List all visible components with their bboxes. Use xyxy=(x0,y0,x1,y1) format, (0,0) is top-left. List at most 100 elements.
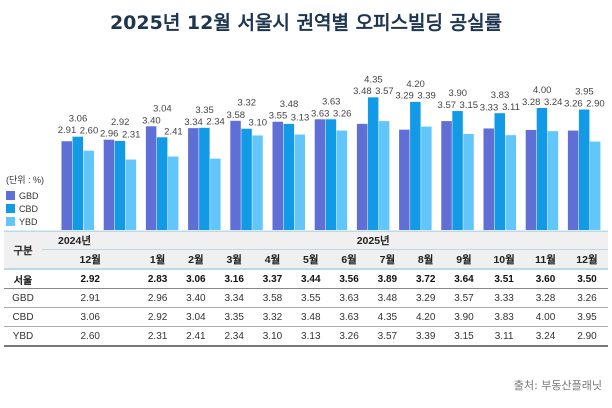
table-cell: 3.32 xyxy=(262,311,283,323)
bar-cbd xyxy=(241,128,252,230)
month-header: 9월 xyxy=(444,249,484,270)
bar-cbd xyxy=(452,111,463,230)
legend-item-cbd: CBD xyxy=(6,202,44,215)
table-cell: 3.50 xyxy=(565,269,608,289)
data-label-cbd: 4.20 xyxy=(406,79,425,90)
table-cell: 3.13 xyxy=(301,330,321,342)
table-cell: 2.83 xyxy=(138,269,177,289)
table-cell: 3.06 xyxy=(176,269,216,289)
legend-label: YBD xyxy=(19,216,38,227)
data-label-ybd: 2.34 xyxy=(206,117,225,128)
row-label: YBD xyxy=(12,330,34,342)
table-cell: 3.51 xyxy=(483,269,526,289)
table-cell: 3.28 xyxy=(535,292,556,304)
bar-ybd xyxy=(378,121,390,230)
bar-ybd xyxy=(294,134,305,230)
bar-gbd xyxy=(356,123,368,230)
table-cell: 3.60 xyxy=(525,269,566,289)
table-cell: 2.92 xyxy=(147,311,168,323)
bar-ybd xyxy=(547,131,559,230)
table-cell: 3.37 xyxy=(253,269,292,289)
bar-chart: 2.913.062.60 2.962.92 2.313.403.04 2.413.34… xyxy=(4,74,608,233)
month-header-row: 12월 1월 2월 3월 4월 5월 6월 7월 8월 9월 10월 11월 12월 xyxy=(4,249,608,270)
table-cell: 2.92 xyxy=(42,269,139,289)
bar-gbd xyxy=(441,121,452,230)
data-label-cbd: 3.35 xyxy=(195,105,214,116)
bar-gbd xyxy=(314,119,326,230)
table-cell: 2.31 xyxy=(147,330,168,342)
bar-ybd xyxy=(167,156,179,230)
data-label-gbd: 3.29 xyxy=(395,91,414,102)
bar-ybd xyxy=(210,158,221,230)
month-header: 2월 xyxy=(176,249,216,270)
table-cell: 3.90 xyxy=(454,311,474,323)
year-2025: 2025년 xyxy=(138,232,608,250)
data-label-ybd: 3.11 xyxy=(502,102,520,113)
bar-ybd xyxy=(505,135,516,230)
bar-ybd xyxy=(83,150,94,230)
data-label-gbd: 3.58 xyxy=(227,110,246,121)
data-label-cbd: 3.95 xyxy=(575,87,594,98)
bar-cbd xyxy=(325,119,337,230)
month-header: 12월 xyxy=(42,249,139,270)
table-cell: 3.57 xyxy=(454,292,474,304)
month-header: 11월 xyxy=(525,249,566,270)
table-cell: 4.20 xyxy=(415,311,436,323)
table-cell: 4.35 xyxy=(377,311,398,323)
bar-cbd xyxy=(199,127,210,230)
data-label-gbd: 2.96 xyxy=(100,129,119,140)
data-label-cbd: 3.48 xyxy=(280,99,299,110)
data-label-gbd: 3.48 xyxy=(353,86,372,97)
table-cell: 3.24 xyxy=(535,330,556,342)
year-2024: 2024년 xyxy=(42,232,139,250)
bar-cbd xyxy=(156,137,168,230)
table-cell: 3.89 xyxy=(368,269,407,289)
bar-gbd xyxy=(145,126,157,230)
table-cell: 4.00 xyxy=(535,311,556,323)
month-header: 6월 xyxy=(329,249,369,270)
data-table: 구분 2024년 2025년 12월 1월 2월 3월 4월 5월 6월 7월 8월 9월 10월 1… xyxy=(4,232,608,347)
table-cell: 3.64 xyxy=(444,269,484,289)
table-cell: 3.58 xyxy=(262,292,283,304)
data-label-cbd: 4.00 xyxy=(533,85,552,96)
data-label-cbd: 3.63 xyxy=(322,96,341,107)
month-header: 10월 xyxy=(483,249,526,270)
table-cell: 3.72 xyxy=(406,269,445,289)
month-header: 5월 xyxy=(291,249,330,270)
legend-label: CBD xyxy=(19,203,39,214)
bar-ybd xyxy=(252,135,263,230)
table-row: CBD 3.06 2.92 3.04 3.35 3.32 3.48 3.63 4.35 4.20 3… xyxy=(4,308,608,327)
data-label-cbd: 3.06 xyxy=(69,114,88,125)
table-cell: 2.60 xyxy=(80,330,100,342)
bar-gbd xyxy=(61,141,72,230)
table-cell: 3.55 xyxy=(301,292,321,304)
table-cell: 3.48 xyxy=(301,311,321,323)
table-cell: 2.96 xyxy=(147,292,168,304)
data-label-ybd: 3.15 xyxy=(460,100,479,111)
table-row: 서울 2.92 2.83 3.06 3.16 3.37 3.44 3.56 3.89 3.72 3.… xyxy=(4,269,608,289)
data-label-ybd: 2.60 xyxy=(80,126,99,137)
table-cell: 3.06 xyxy=(80,311,100,323)
legend-label: GBD xyxy=(19,190,39,201)
source-note: 출처: 부동산플래닛 xyxy=(513,379,602,392)
row-label: 서울 xyxy=(4,269,42,289)
table-cell: 2.34 xyxy=(224,330,244,342)
bar-cbd xyxy=(578,109,590,230)
legend-item-ybd: YBD xyxy=(6,215,44,228)
data-label-ybd: 3.10 xyxy=(249,117,268,128)
data-label-gbd: 3.55 xyxy=(269,111,288,122)
bar-gbd xyxy=(103,139,115,230)
bar-cbd xyxy=(72,136,83,230)
month-header: 8월 xyxy=(406,249,445,270)
data-label-gbd: 2.91 xyxy=(58,125,77,136)
bar-cbd xyxy=(367,97,379,230)
data-label-cbd: 2.92 xyxy=(111,117,130,128)
data-label-cbd: 3.32 xyxy=(238,98,257,109)
table-cell: 2.41 xyxy=(186,330,206,342)
month-header: 12월 xyxy=(565,249,608,270)
bar-gbd xyxy=(188,128,199,230)
data-label-gbd: 3.40 xyxy=(142,115,161,126)
table-cell: 3.48 xyxy=(377,292,398,304)
bar-gbd xyxy=(525,129,537,230)
